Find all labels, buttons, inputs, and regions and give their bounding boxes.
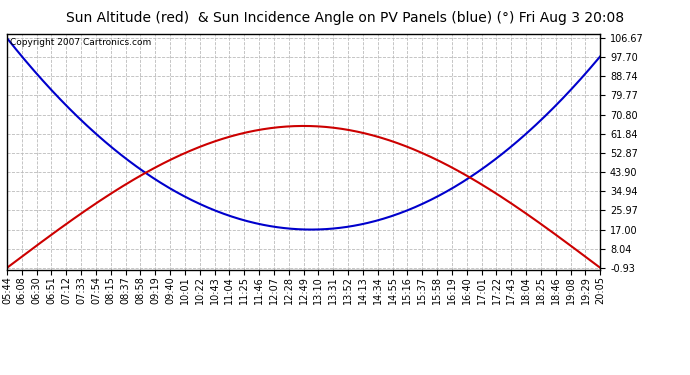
Text: Copyright 2007 Cartronics.com: Copyright 2007 Cartronics.com xyxy=(10,39,151,48)
Text: Sun Altitude (red)  & Sun Incidence Angle on PV Panels (blue) (°) Fri Aug 3 20:0: Sun Altitude (red) & Sun Incidence Angle… xyxy=(66,11,624,25)
